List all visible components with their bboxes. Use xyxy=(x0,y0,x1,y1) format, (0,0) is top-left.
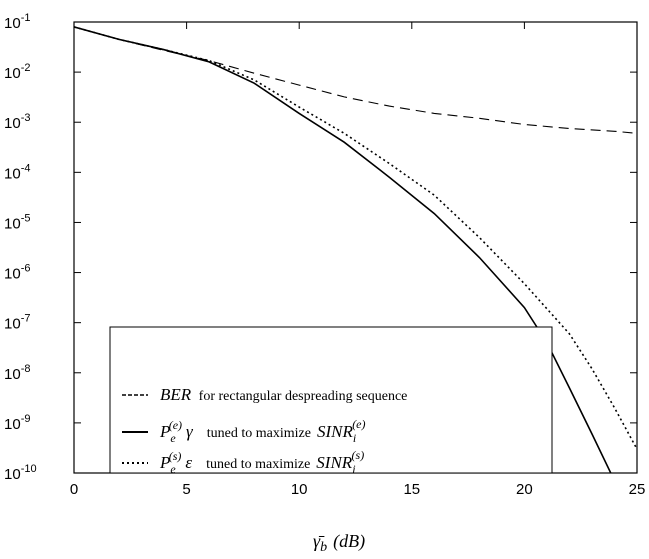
x-tick-label: 15 xyxy=(403,481,420,498)
x-axis-ticks: 0 5 10 15 20 25 xyxy=(70,22,646,498)
legend-label-pe: Pe(e) γ tuned to maximize SINRi(e) xyxy=(159,417,366,445)
x-tick-label: 5 xyxy=(182,481,190,498)
y-tick-label: 10-6 xyxy=(4,263,30,283)
legend: BER for rectangular despreading sequence… xyxy=(109,326,553,476)
svg-text:γ̄b(dB): γ̄b (dB) xyxy=(313,531,365,555)
y-tick-label: 10-3 xyxy=(4,112,30,132)
legend-box xyxy=(109,326,553,474)
y-tick-label: 10-2 xyxy=(4,62,30,82)
x-tick-label: 0 xyxy=(70,481,78,498)
x-axis-label: γ̄b (dB) xyxy=(313,531,365,555)
y-tick-label: 10-5 xyxy=(4,212,30,232)
x-tick-label: 10 xyxy=(291,481,308,498)
y-tick-label: 10-8 xyxy=(4,363,30,383)
y-tick-label: 10-10 xyxy=(4,463,37,483)
y-tick-label: 10-7 xyxy=(4,313,30,333)
legend-label-ps: Pe(s) ε tuned to maximize SINRi(s) xyxy=(159,448,364,476)
x-tick-label: 20 xyxy=(516,481,533,498)
y-axis-ticks: 10-1 10-2 10-3 10-4 10-5 10-6 10-7 10-8 10-9 10-1… xyxy=(4,12,637,483)
x-axis-label-unit: (dB) xyxy=(333,531,365,552)
data-series xyxy=(74,26,637,473)
x-tick-label: 25 xyxy=(629,481,646,498)
y-tick-label: 10-1 xyxy=(4,12,30,32)
y-tick-label: 10-9 xyxy=(4,413,30,433)
x-axis-label-sub: b xyxy=(320,540,327,555)
y-tick-label: 10-4 xyxy=(4,162,30,182)
legend-label-ber: BER for rectangular despreading sequence xyxy=(160,385,407,404)
